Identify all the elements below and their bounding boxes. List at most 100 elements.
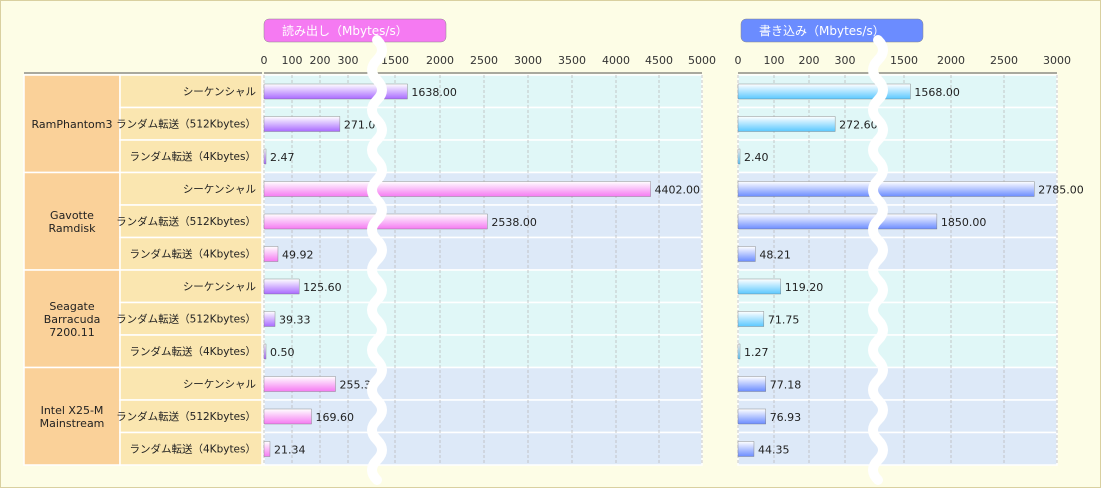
tick-label: 0	[261, 54, 268, 67]
data-label: 76.93	[770, 411, 802, 424]
test-name: ランダム転送（512Kbytes）	[116, 118, 256, 131]
tick-label: 2500	[990, 54, 1018, 67]
data-label: 1850.00	[941, 216, 987, 229]
test-name: シーケンシャル	[183, 379, 256, 391]
row-bg	[263, 334, 703, 369]
test-cell	[119, 236, 263, 271]
tick-label: 3000	[514, 54, 542, 67]
product-cell	[23, 366, 121, 466]
data-label: 2.47	[270, 151, 295, 164]
tick-label: 0	[735, 54, 742, 67]
tick-label: 200	[799, 54, 820, 67]
row-bg	[737, 139, 1058, 174]
data-label: 1.27	[744, 346, 769, 359]
row-bg	[263, 301, 703, 336]
data-label: 2.40	[744, 151, 769, 164]
test-name: シーケンシャル	[183, 86, 256, 98]
bar	[263, 278, 300, 295]
bar	[263, 441, 271, 457]
bar	[737, 213, 938, 230]
panel-title-text-0: 読み出し（Mbytes/s）	[282, 23, 408, 38]
data-label: 49.92	[282, 249, 314, 262]
tick-label: 2000	[937, 54, 965, 67]
bar	[263, 83, 408, 100]
tick-label: 300	[338, 54, 359, 67]
test-name: ランダム転送（4Kbytes）	[130, 443, 257, 456]
bar	[737, 246, 756, 262]
tick-label: 1500	[890, 54, 918, 67]
product-cell	[23, 74, 121, 174]
bar	[737, 441, 755, 457]
row-bg	[263, 431, 703, 466]
tick-label: 5000	[688, 54, 716, 67]
panel-title-text-1: 書き込み（Mbytes/s）	[759, 24, 885, 38]
data-label: 1568.00	[914, 86, 960, 99]
bar	[737, 311, 765, 327]
product-name: Intel X25-M	[41, 404, 104, 417]
product-name: Barracuda	[44, 313, 101, 326]
test-name: ランダム転送（512Kbytes）	[116, 215, 256, 228]
axis-break	[868, 35, 888, 485]
product-name: 7200.11	[49, 326, 95, 339]
data-label: 39.33	[279, 314, 311, 327]
bar	[263, 311, 276, 327]
tick-label: 3500	[558, 54, 586, 67]
bar	[737, 181, 1035, 197]
row-bg	[737, 334, 1058, 369]
product-name: Gavotte	[50, 209, 94, 222]
bar	[737, 343, 741, 360]
bar	[263, 246, 279, 262]
tick-label: 4000	[602, 54, 630, 67]
data-label: 44.35	[758, 444, 790, 457]
data-label: 71.75	[768, 314, 800, 327]
test-cell	[119, 301, 263, 336]
tick-label: 200	[310, 54, 331, 67]
data-label: 125.60	[303, 281, 342, 294]
test-cell	[119, 366, 263, 401]
product-name: RamPhantom3	[32, 118, 113, 131]
data-label: 0.50	[270, 346, 295, 359]
test-name: シーケンシャル	[183, 184, 256, 196]
bar	[737, 116, 836, 132]
bar	[263, 181, 651, 197]
bar	[737, 148, 741, 165]
bar	[737, 376, 766, 392]
data-label: 4402.00	[655, 184, 701, 197]
test-name: ランダム転送（4Kbytes）	[130, 150, 257, 163]
data-label: 21.34	[274, 444, 306, 457]
bar	[737, 83, 911, 100]
data-label: 272.60	[839, 119, 878, 132]
data-label: 2538.00	[491, 216, 537, 229]
bar	[263, 376, 336, 392]
test-name: ランダム転送（4Kbytes）	[130, 248, 257, 261]
test-name: ランダム転送（512Kbytes）	[116, 410, 256, 423]
data-label: 2785.00	[1038, 184, 1084, 197]
data-label: 77.18	[770, 379, 802, 392]
tick-label: 4500	[645, 54, 673, 67]
bar	[263, 408, 312, 425]
test-cell	[119, 171, 263, 206]
data-label: 169.60	[315, 411, 354, 424]
tick-label: 300	[835, 54, 856, 67]
test-cell	[119, 106, 263, 141]
tick-label: 3000	[1043, 54, 1071, 67]
tick-label: 100	[764, 54, 785, 67]
product-name: Ramdisk	[49, 222, 97, 235]
bar	[263, 148, 267, 165]
test-cell	[119, 139, 263, 174]
tick-label: 100	[282, 54, 303, 67]
bar	[263, 116, 341, 132]
bar	[737, 278, 781, 295]
test-name: ランダム転送（4Kbytes）	[130, 345, 257, 358]
data-label: 48.21	[759, 249, 791, 262]
data-label: 119.20	[785, 281, 824, 294]
panel-title-0	[263, 18, 447, 43]
test-cell	[119, 334, 263, 369]
bar	[737, 408, 766, 425]
product-name: Mainstream	[40, 417, 105, 430]
row-bg	[263, 139, 703, 174]
axis-break	[367, 35, 387, 485]
tick-label: 2000	[426, 54, 454, 67]
test-cell	[119, 431, 263, 466]
